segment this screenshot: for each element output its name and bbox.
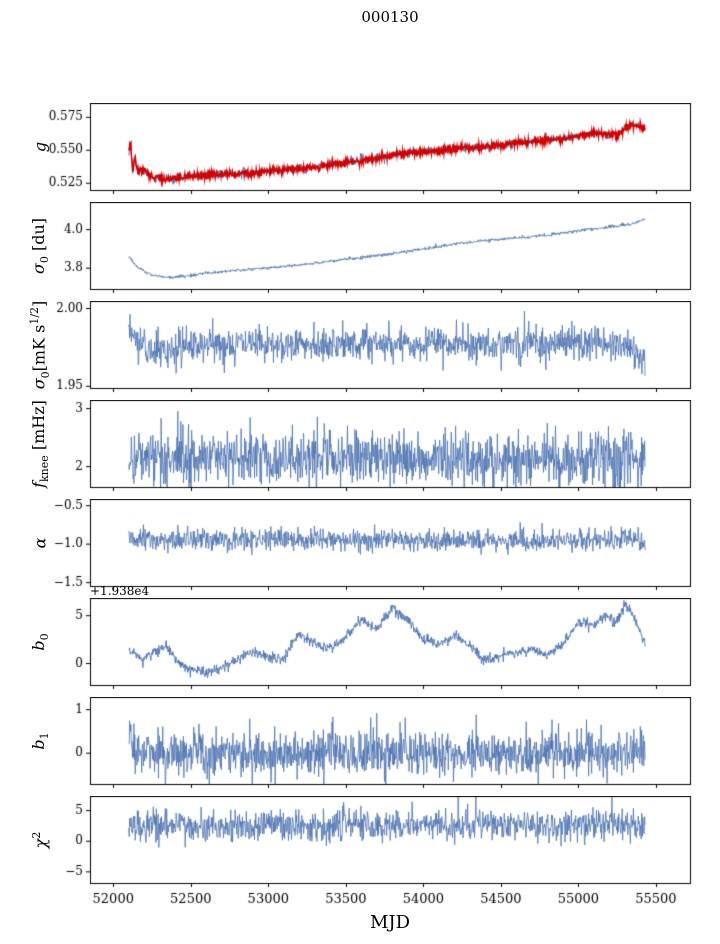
subplot-chi2: χ2	[0, 796, 720, 916]
subplot-fknee: fknee [mHz]	[0, 400, 720, 493]
x-axis-label: MJD	[369, 912, 411, 933]
figure-title: 000130	[361, 8, 419, 26]
axis-offset-text: +1.938e4	[90, 584, 150, 598]
subplot-b1: b1	[0, 697, 720, 790]
plot-canvas-alpha	[0, 499, 720, 592]
plot-canvas-b0	[0, 598, 720, 691]
plot-canvas-sigma0-mks	[0, 301, 720, 394]
subplot-b0: b0	[0, 598, 720, 691]
subplot-sigma0-du: σ0 [du]	[0, 202, 720, 295]
subplot-alpha: α	[0, 499, 720, 592]
plot-canvas-g	[0, 103, 720, 196]
plot-canvas-sigma0-du	[0, 202, 720, 295]
plot-canvas-b1	[0, 697, 720, 790]
plot-canvas-fknee	[0, 400, 720, 493]
subplot-g: g	[0, 103, 720, 196]
subplot-sigma0-mks: σ0[mK s1/2]	[0, 301, 720, 394]
plot-canvas-chi2	[0, 796, 720, 916]
